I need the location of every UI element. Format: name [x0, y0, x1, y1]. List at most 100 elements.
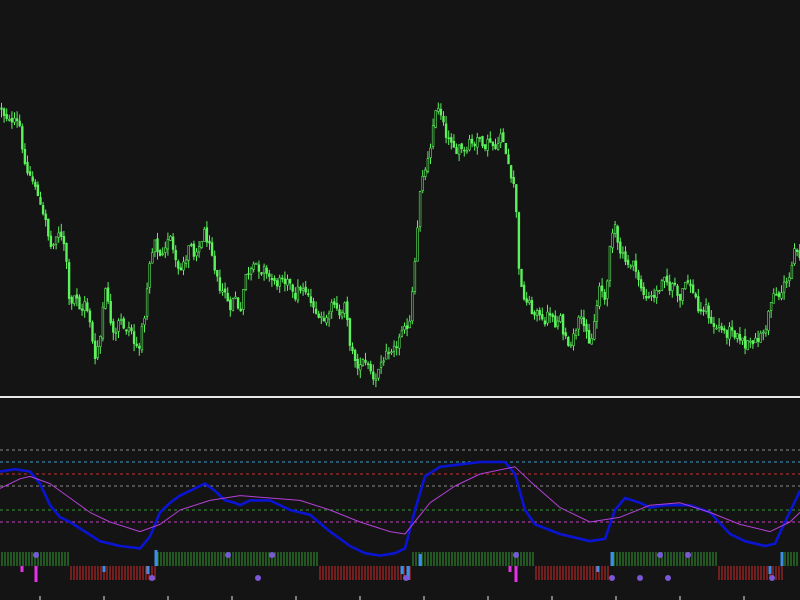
candle-body — [720, 326, 723, 331]
candle-body — [616, 226, 619, 243]
candle-body — [190, 244, 193, 246]
candle-body — [504, 142, 508, 154]
candle-body — [741, 337, 744, 342]
candle-body — [174, 249, 177, 261]
candle-body — [216, 270, 219, 277]
candle-body — [775, 294, 778, 296]
candle-body — [468, 139, 471, 151]
candle-body — [8, 119, 11, 121]
candle-body — [691, 284, 695, 294]
candle-body — [353, 350, 357, 362]
candle-body — [252, 263, 255, 270]
candle-body — [390, 351, 393, 354]
candle-body — [512, 176, 515, 184]
candle-body — [522, 284, 526, 300]
candle-body — [564, 332, 567, 337]
candle-body — [608, 245, 612, 281]
candle-body — [574, 330, 578, 336]
candle-body — [455, 147, 458, 154]
candle-body — [715, 327, 718, 330]
candle-body — [125, 329, 128, 332]
candle-body — [647, 296, 651, 298]
candle-body — [382, 360, 385, 363]
candle-body — [434, 110, 437, 128]
candle-body — [554, 315, 557, 328]
candle-body — [36, 184, 40, 197]
candle-body — [166, 238, 170, 250]
candle-body — [47, 218, 50, 237]
candle-body — [210, 242, 214, 256]
candle-body — [437, 108, 440, 112]
candle-body — [392, 345, 396, 352]
candle-body — [249, 268, 253, 275]
candle-body — [364, 359, 367, 363]
candle-body — [793, 248, 796, 265]
candle-body — [697, 296, 700, 312]
candle-body — [403, 325, 406, 331]
candle-body — [325, 317, 328, 324]
candle-body — [182, 261, 185, 271]
signal-dot — [685, 552, 691, 558]
candle-body — [317, 313, 320, 318]
candle-body — [452, 141, 456, 148]
candle-body — [177, 261, 180, 269]
candle-body — [268, 273, 271, 277]
candle-body — [476, 137, 479, 148]
candle-body — [286, 279, 289, 286]
candle-body — [785, 281, 788, 284]
candle-body — [44, 213, 47, 220]
candle-body — [543, 320, 547, 325]
oscillator-main-line — [0, 460, 800, 557]
candle-body — [619, 241, 622, 254]
candle-body — [577, 316, 580, 330]
candle-body — [567, 336, 570, 346]
candle-body — [546, 311, 549, 324]
candle-body — [234, 296, 237, 299]
candle-body — [348, 318, 352, 346]
candle-body — [572, 333, 575, 347]
candle-body — [431, 125, 435, 147]
candle-body — [91, 322, 94, 342]
candle-body — [520, 268, 523, 287]
candle-body — [590, 338, 593, 345]
candle-body — [699, 309, 703, 312]
candle-body — [291, 284, 294, 292]
candle-body — [424, 169, 427, 177]
candle-body — [707, 305, 710, 319]
candle-body — [112, 321, 115, 333]
candle-body — [509, 165, 513, 179]
candle-body — [486, 138, 489, 151]
candle-body — [262, 266, 266, 274]
candle-body — [790, 264, 794, 279]
candle-body — [143, 317, 146, 326]
candle-body — [754, 337, 757, 344]
candle-body — [335, 303, 339, 309]
candle-body — [788, 277, 791, 282]
candle-body — [481, 136, 484, 147]
candle-body — [626, 259, 630, 265]
candle-body — [673, 282, 677, 285]
candle-body — [525, 298, 528, 303]
candle-body — [398, 336, 401, 349]
candle-body — [689, 283, 692, 287]
candle-body — [377, 368, 380, 379]
candle-body — [104, 288, 107, 309]
candle-body — [83, 301, 86, 311]
candle-body — [169, 236, 172, 241]
signal-dot — [225, 552, 231, 558]
candle-body — [694, 293, 697, 298]
candle-body — [738, 334, 742, 341]
candle-body — [122, 318, 125, 329]
candle-body — [372, 371, 375, 380]
candle-body — [668, 281, 671, 291]
candle-body — [109, 300, 112, 324]
candle-body — [236, 297, 240, 309]
candle-body — [548, 313, 552, 316]
candle-body — [723, 328, 726, 331]
candle-body — [400, 329, 404, 337]
candle-body — [533, 312, 536, 316]
candle-body — [86, 302, 89, 311]
candle-body — [320, 316, 323, 318]
candle-body — [637, 272, 640, 280]
